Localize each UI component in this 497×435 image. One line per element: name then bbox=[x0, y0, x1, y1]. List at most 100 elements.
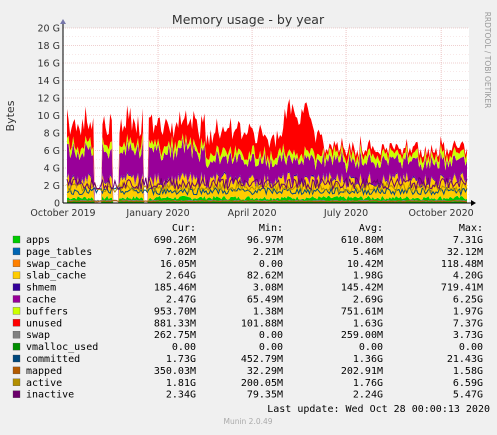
legend-table: Cur: Min: Avg: Max: apps 690.26M 96.97M 610.80M… bbox=[12, 223, 483, 401]
legend-value-min: 0.00 bbox=[259, 342, 283, 353]
legend-value-avg: 610.80M bbox=[341, 235, 383, 246]
x-tick-label: January 2020 bbox=[125, 208, 189, 219]
legend-header: Cur: bbox=[172, 223, 196, 234]
legend-value-max: 118.48M bbox=[441, 259, 483, 270]
legend-value-avg: 2.24G bbox=[353, 390, 383, 401]
legend-value-max: 7.37G bbox=[453, 318, 483, 329]
last-update-text: Last update: Wed Oct 28 00:00:13 2020 bbox=[267, 404, 490, 415]
legend-value-cur: 2.34G bbox=[166, 390, 196, 401]
legend-value-max: 6.59G bbox=[453, 378, 483, 389]
legend-name: cache bbox=[26, 295, 56, 306]
axes bbox=[60, 19, 476, 206]
legend-value-max: 1.58G bbox=[453, 366, 483, 377]
chart-title: Memory usage - by year bbox=[172, 12, 325, 27]
legend-value-min: 96.97M bbox=[247, 235, 283, 246]
legend-name: page_tables bbox=[26, 247, 92, 258]
legend-value-cur: 690.26M bbox=[154, 235, 196, 246]
legend-value-cur: 2.64G bbox=[166, 271, 196, 282]
legend-name: inactive bbox=[26, 390, 74, 401]
legend-name: swap_cache bbox=[26, 259, 86, 270]
legend-value-max: 3.73G bbox=[453, 330, 483, 341]
legend-value-max: 5.47G bbox=[453, 390, 483, 401]
line-inactive bbox=[66, 175, 468, 192]
legend-value-avg: 10.42M bbox=[347, 259, 383, 270]
area-buffers bbox=[67, 131, 467, 203]
legend-value-min: 1.38M bbox=[253, 306, 283, 317]
area-cache bbox=[67, 137, 467, 203]
legend-value-avg: 1.36G bbox=[353, 354, 383, 365]
legend-swatch bbox=[12, 307, 21, 315]
legend-name: committed bbox=[26, 354, 80, 365]
legend-value-max: 4.20G bbox=[453, 271, 483, 282]
y-tick-label: 18 G bbox=[38, 41, 60, 52]
legend-value-max: 0.00 bbox=[459, 342, 483, 353]
legend-name: active bbox=[26, 378, 62, 389]
legend-value-avg: 1.76G bbox=[353, 378, 383, 389]
legend-swatch bbox=[12, 390, 21, 398]
y-tick-label: 4 G bbox=[44, 164, 60, 175]
legend-value-min: 0.00 bbox=[259, 259, 283, 270]
legend-value-min: 79.35M bbox=[247, 390, 283, 401]
x-axis-arrow bbox=[471, 200, 476, 206]
legend-swatch bbox=[12, 378, 21, 386]
line-active bbox=[66, 181, 468, 195]
legend-value-min: 65.49M bbox=[247, 295, 283, 306]
legend-value-cur: 262.75M bbox=[154, 330, 196, 341]
legend-swatch bbox=[12, 247, 21, 256]
legend-value-cur: 2.47G bbox=[166, 295, 196, 306]
legend-value-max: 21.43G bbox=[447, 354, 483, 365]
legend-value-max: 32.12M bbox=[447, 247, 483, 258]
legend-value-avg: 1.63G bbox=[353, 318, 383, 329]
legend-swatch bbox=[12, 366, 21, 375]
legend-value-cur: 953.70M bbox=[154, 306, 196, 317]
legend-value-min: 32.29M bbox=[247, 366, 283, 377]
legend-value-min: 200.05M bbox=[241, 378, 283, 389]
legend-header: Min: bbox=[259, 223, 283, 234]
legend-name: apps bbox=[26, 235, 50, 246]
y-tick-label: 6 G bbox=[44, 146, 60, 157]
legend-value-min: 3.08M bbox=[253, 283, 283, 294]
legend-swatch bbox=[12, 295, 21, 303]
legend-value-max: 1.97G bbox=[453, 306, 483, 317]
area-layers bbox=[66, 98, 468, 203]
legend-name: mapped bbox=[26, 366, 62, 377]
x-tick-label: October 2019 bbox=[30, 208, 95, 219]
legend-value-max: 6.25G bbox=[453, 295, 483, 306]
line-committed bbox=[66, 186, 468, 197]
legend-value-max: 719.41M bbox=[441, 283, 483, 294]
legend-value-cur: 350.03M bbox=[154, 366, 196, 377]
legend-value-cur: 185.46M bbox=[154, 283, 196, 294]
legend-value-avg: 145.42M bbox=[341, 283, 383, 294]
y-tick-label: 16 G bbox=[38, 59, 60, 70]
y-tick-label: 2 G bbox=[44, 181, 60, 192]
legend-swatch bbox=[12, 354, 21, 363]
legend-header: Max: bbox=[459, 223, 483, 234]
legend-name: buffers bbox=[26, 306, 68, 317]
legend-value-cur: 16.05M bbox=[160, 259, 196, 270]
y-tick-label: 8 G bbox=[44, 129, 60, 140]
legend-value-avg: 1.98G bbox=[353, 271, 383, 282]
legend-name: slab_cache bbox=[26, 271, 86, 282]
line-mapped bbox=[66, 200, 468, 203]
legend-swatch bbox=[12, 319, 21, 327]
legend-value-avg: 0.00 bbox=[359, 342, 383, 353]
legend-value-min: 82.62M bbox=[247, 271, 283, 282]
legend-swatch bbox=[12, 342, 21, 351]
y-tick-label: 14 G bbox=[38, 76, 60, 87]
legend-value-avg: 259.00M bbox=[341, 330, 383, 341]
legend-value-avg: 2.69G bbox=[353, 295, 383, 306]
legend-value-avg: 5.46M bbox=[353, 247, 383, 258]
y-axis-label: Bytes bbox=[4, 100, 17, 131]
legend-swatch bbox=[12, 283, 21, 291]
x-ticks: October 2019 January 2020 April 2020 July 2… bbox=[30, 208, 473, 219]
legend-swatch bbox=[12, 271, 21, 279]
legend-header: Avg: bbox=[359, 223, 383, 234]
y-tick-label: 12 G bbox=[38, 94, 60, 105]
y-ticks: 0 2 G 4 G 6 G 8 G 10 G 12 G 14 G 16 G 18 G 20 G bbox=[38, 24, 60, 210]
legend-value-min: 0.00 bbox=[259, 330, 283, 341]
area-unused bbox=[67, 98, 467, 203]
x-tick-label: July 2020 bbox=[323, 208, 368, 219]
legend-value-max: 7.31G bbox=[453, 235, 483, 246]
